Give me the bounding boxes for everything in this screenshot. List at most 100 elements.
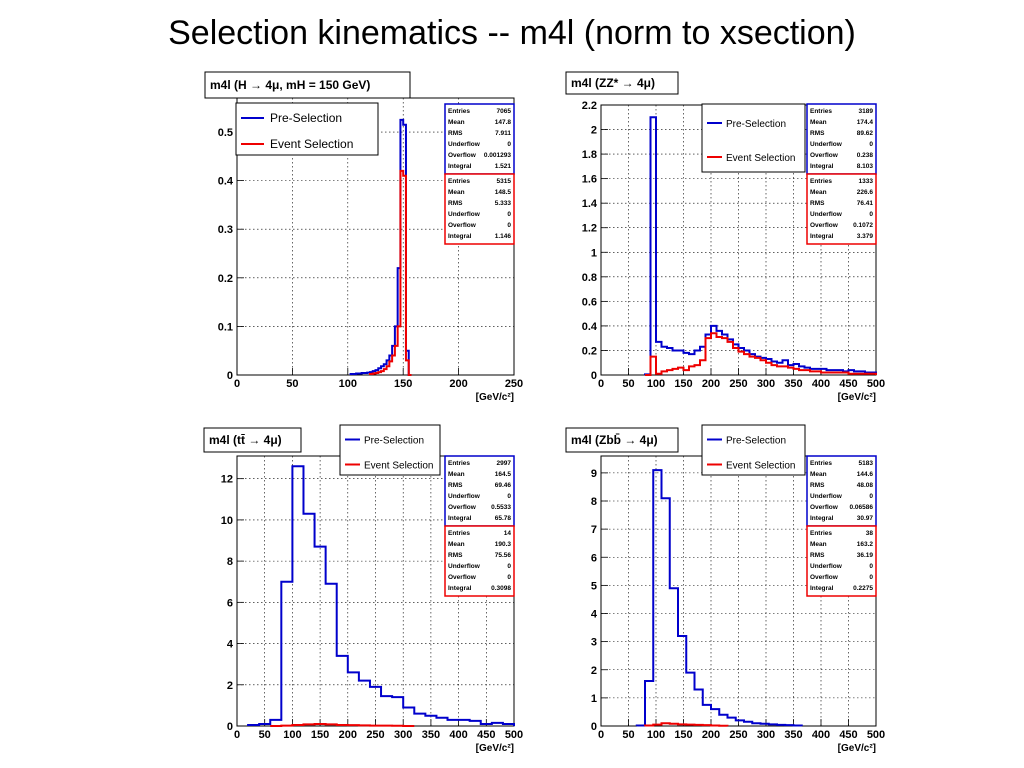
legend-box bbox=[235, 102, 379, 156]
legend-label: Event Selection bbox=[726, 153, 796, 164]
plot-title: m4l (ZZ* → 4μ) bbox=[571, 76, 655, 90]
y-tick-label: 12 bbox=[221, 474, 233, 486]
x-tick-label: 150 bbox=[311, 729, 329, 741]
y-tick-label: 0 bbox=[227, 370, 233, 382]
y-tick-label: 0.6 bbox=[582, 296, 597, 308]
stats-value: 147.8 bbox=[495, 119, 512, 126]
y-tick-label: 1 bbox=[591, 247, 597, 259]
stats-key: Integral bbox=[810, 163, 834, 170]
y-tick-label: 4 bbox=[591, 609, 598, 621]
x-tick-label: 150 bbox=[674, 378, 692, 390]
stats-value: 69.46 bbox=[495, 482, 512, 489]
stats-key: Integral bbox=[448, 585, 472, 592]
stats-key: Entries bbox=[448, 178, 470, 185]
stats-key: Overflow bbox=[810, 152, 839, 159]
x-tick-label: 500 bbox=[505, 729, 523, 741]
stats-key: Underflow bbox=[810, 493, 843, 500]
x-tick-label: 250 bbox=[729, 729, 747, 741]
stats-key: Mean bbox=[448, 119, 465, 126]
slide-title: Selection kinematics -- m4l (norm to xse… bbox=[168, 14, 856, 52]
panel-zbb: 0 50 100 150 200 250 300 350 400 450 500 0 1 2 3 4 5 6 7 8 9… bbox=[565, 424, 885, 754]
panel-ttbar: 0 50 100 150 200 250 300 350 400 450 500 0 2 4 6 8 10 12 [… bbox=[203, 424, 523, 754]
stats-key: Overflow bbox=[810, 504, 839, 511]
x-tick-label: 450 bbox=[477, 729, 495, 741]
stats-value: 0.3098 bbox=[491, 585, 511, 592]
stats-value: 38 bbox=[866, 530, 874, 537]
legend-label: Event Selection bbox=[726, 461, 796, 472]
histogram-event-selection bbox=[644, 722, 729, 727]
stats-value: 1333 bbox=[859, 178, 874, 185]
x-tick-label: 0 bbox=[598, 378, 604, 390]
stats-value: 7.911 bbox=[495, 130, 511, 137]
stats-box bbox=[806, 525, 877, 597]
x-tick-label: 300 bbox=[394, 729, 412, 741]
stats-value: 2997 bbox=[497, 460, 512, 467]
x-axis-label: [GeV/c²] bbox=[476, 392, 514, 403]
y-tick-label: 1.8 bbox=[582, 149, 597, 161]
stats-key: Overflow bbox=[448, 504, 477, 511]
stats-value: 7065 bbox=[497, 108, 512, 115]
y-tick-label: 10 bbox=[221, 515, 233, 527]
y-tick-label: 0 bbox=[591, 721, 597, 733]
y-tick-label: 0 bbox=[227, 721, 233, 733]
legend-box bbox=[701, 103, 806, 173]
legend-box bbox=[339, 424, 441, 476]
y-tick-label: 4 bbox=[227, 639, 234, 651]
stats-key: Mean bbox=[810, 471, 827, 478]
y-tick-label: 1.6 bbox=[582, 174, 597, 186]
stats-value: 5315 bbox=[497, 178, 512, 185]
stats-value: 0 bbox=[507, 563, 511, 570]
histogram-event-selection bbox=[368, 169, 412, 376]
stats-value: 89.62 bbox=[857, 130, 874, 137]
y-tick-label: 8 bbox=[591, 496, 597, 508]
stats-key: Entries bbox=[448, 530, 470, 537]
stats-key: RMS bbox=[448, 552, 463, 559]
y-tick-label: 2 bbox=[591, 665, 597, 677]
x-tick-label: 0 bbox=[234, 729, 240, 741]
x-tick-label: 400 bbox=[812, 729, 830, 741]
x-tick-label: 0 bbox=[234, 378, 240, 390]
plot-title: m4l (Zbb̄ → 4μ) bbox=[571, 433, 658, 447]
stats-value: 14 bbox=[504, 530, 512, 537]
stats-key: Overflow bbox=[448, 222, 477, 229]
stats-value: 0 bbox=[507, 493, 511, 500]
x-tick-label: 100 bbox=[647, 729, 665, 741]
stats-key: Overflow bbox=[810, 222, 839, 229]
x-tick-label: 0 bbox=[598, 729, 604, 741]
stats-value: 148.5 bbox=[495, 189, 512, 196]
stats-key: RMS bbox=[810, 200, 825, 207]
x-tick-label: 300 bbox=[757, 729, 775, 741]
legend-label: Pre-Selection bbox=[364, 436, 424, 447]
y-tick-label: 2 bbox=[591, 125, 597, 137]
stats-box bbox=[806, 103, 877, 175]
stats-value: 0 bbox=[869, 493, 873, 500]
stats-box bbox=[444, 525, 515, 597]
x-tick-label: 200 bbox=[339, 729, 357, 741]
plot-title-box bbox=[203, 427, 302, 453]
x-tick-label: 50 bbox=[622, 729, 634, 741]
y-tick-label: 1.2 bbox=[582, 223, 597, 235]
stats-key: Mean bbox=[448, 471, 465, 478]
panel-higgs: 0 50 100 150 200 250 0 0.1 0.2 0.3 0.4 0.5 [GeV/c²] m… bbox=[204, 71, 523, 403]
y-tick-label: 1 bbox=[591, 693, 597, 705]
stats-value: 1.521 bbox=[495, 163, 512, 170]
x-tick-label: 250 bbox=[729, 378, 747, 390]
stats-key: Underflow bbox=[810, 141, 843, 148]
histogram-pre-selection bbox=[644, 116, 877, 376]
stats-key: Underflow bbox=[448, 563, 481, 570]
x-tick-label: 400 bbox=[812, 378, 830, 390]
y-tick-label: 0.4 bbox=[582, 321, 598, 333]
x-tick-label: 100 bbox=[647, 378, 665, 390]
x-tick-label: 50 bbox=[622, 378, 634, 390]
stats-key: Integral bbox=[810, 233, 834, 240]
stats-key: Integral bbox=[448, 163, 472, 170]
stats-box bbox=[444, 103, 515, 175]
plot-title-box bbox=[565, 427, 679, 453]
y-tick-label: 1.4 bbox=[582, 198, 598, 210]
y-tick-label: 3 bbox=[591, 637, 597, 649]
x-tick-label: 200 bbox=[702, 729, 720, 741]
stats-value: 0.06586 bbox=[850, 504, 874, 511]
stats-value: 0 bbox=[869, 141, 873, 148]
x-tick-label: 400 bbox=[449, 729, 467, 741]
